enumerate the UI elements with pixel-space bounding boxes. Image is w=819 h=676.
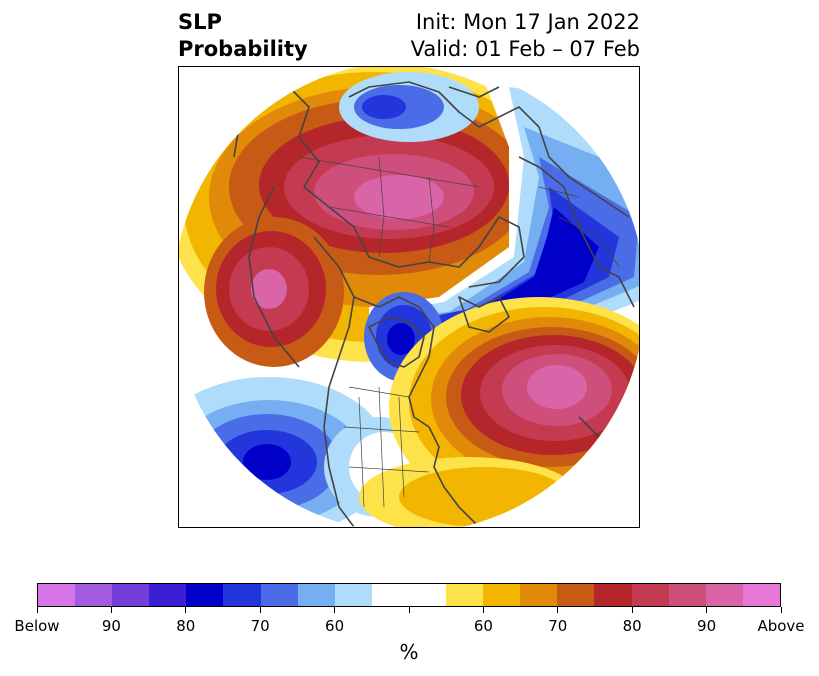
title-valid-range: Valid: 01 Feb – 07 Feb (410, 37, 640, 61)
colorbar-label: 70 (250, 617, 270, 635)
colorbar-label: 60 (325, 617, 345, 635)
colorbar-segment (334, 584, 372, 606)
borders (298, 156, 620, 508)
colorbar-segment (631, 584, 669, 606)
colorbar-segment (594, 584, 632, 606)
colorbar-label: 90 (101, 617, 121, 635)
colorbar-label: 90 (697, 617, 717, 635)
title-product: Probability (178, 37, 308, 61)
colorbar-segment (483, 584, 521, 606)
colorbar-segment (223, 584, 261, 606)
colorbar-segment (112, 584, 150, 606)
colorbar-tick (482, 607, 484, 613)
colorbar-label: 80 (622, 617, 642, 635)
colorbar-tick (36, 607, 38, 613)
colorbar-label: Below (14, 617, 60, 635)
colorbar-tick (259, 607, 261, 613)
polar-probability-map (179, 67, 639, 527)
colorbar-segment (38, 584, 76, 606)
colorbar-segment (446, 584, 484, 606)
colorbar-tick (408, 607, 410, 613)
colorbar-tick (631, 607, 633, 613)
colorbar-segment (186, 584, 224, 606)
colorbar-segment (668, 584, 706, 606)
colorbar-tick (185, 607, 187, 613)
colorbar (37, 583, 781, 607)
map-panel (178, 66, 640, 528)
below-region-trough (369, 67, 639, 367)
colorbar-label: Above (757, 617, 805, 635)
coastlines (208, 76, 635, 527)
colorbar-unit: % (399, 640, 419, 664)
map-title-left: SLP Probability (178, 9, 308, 63)
colorbar-segment (408, 584, 447, 606)
colorbar-segment (297, 584, 335, 606)
title-variable: SLP (178, 10, 222, 34)
above-region-west (204, 217, 344, 367)
colorbar-tick (780, 607, 782, 613)
colorbar-segment (705, 584, 743, 606)
colorbar-tick (706, 607, 708, 613)
colorbar-label: 70 (548, 617, 568, 635)
colorbar-segment (742, 584, 780, 606)
colorbar-segment (149, 584, 187, 606)
colorbar-label: 80 (176, 617, 196, 635)
below-region-arctic (339, 72, 479, 142)
colorbar-tick (557, 607, 559, 613)
colorbar-segment (520, 584, 558, 606)
colorbar-segment (260, 584, 298, 606)
colorbar-tick (110, 607, 112, 613)
colorbar-segment (75, 584, 113, 606)
colorbar-segment (557, 584, 595, 606)
map-title-right: Init: Mon 17 Jan 2022 Valid: 01 Feb – 07… (411, 9, 640, 63)
colorbar-segment (371, 584, 409, 606)
colorbar-tick (334, 607, 336, 613)
colorbar-label: 60 (473, 617, 493, 635)
title-init-date: Init: Mon 17 Jan 2022 (415, 10, 640, 34)
